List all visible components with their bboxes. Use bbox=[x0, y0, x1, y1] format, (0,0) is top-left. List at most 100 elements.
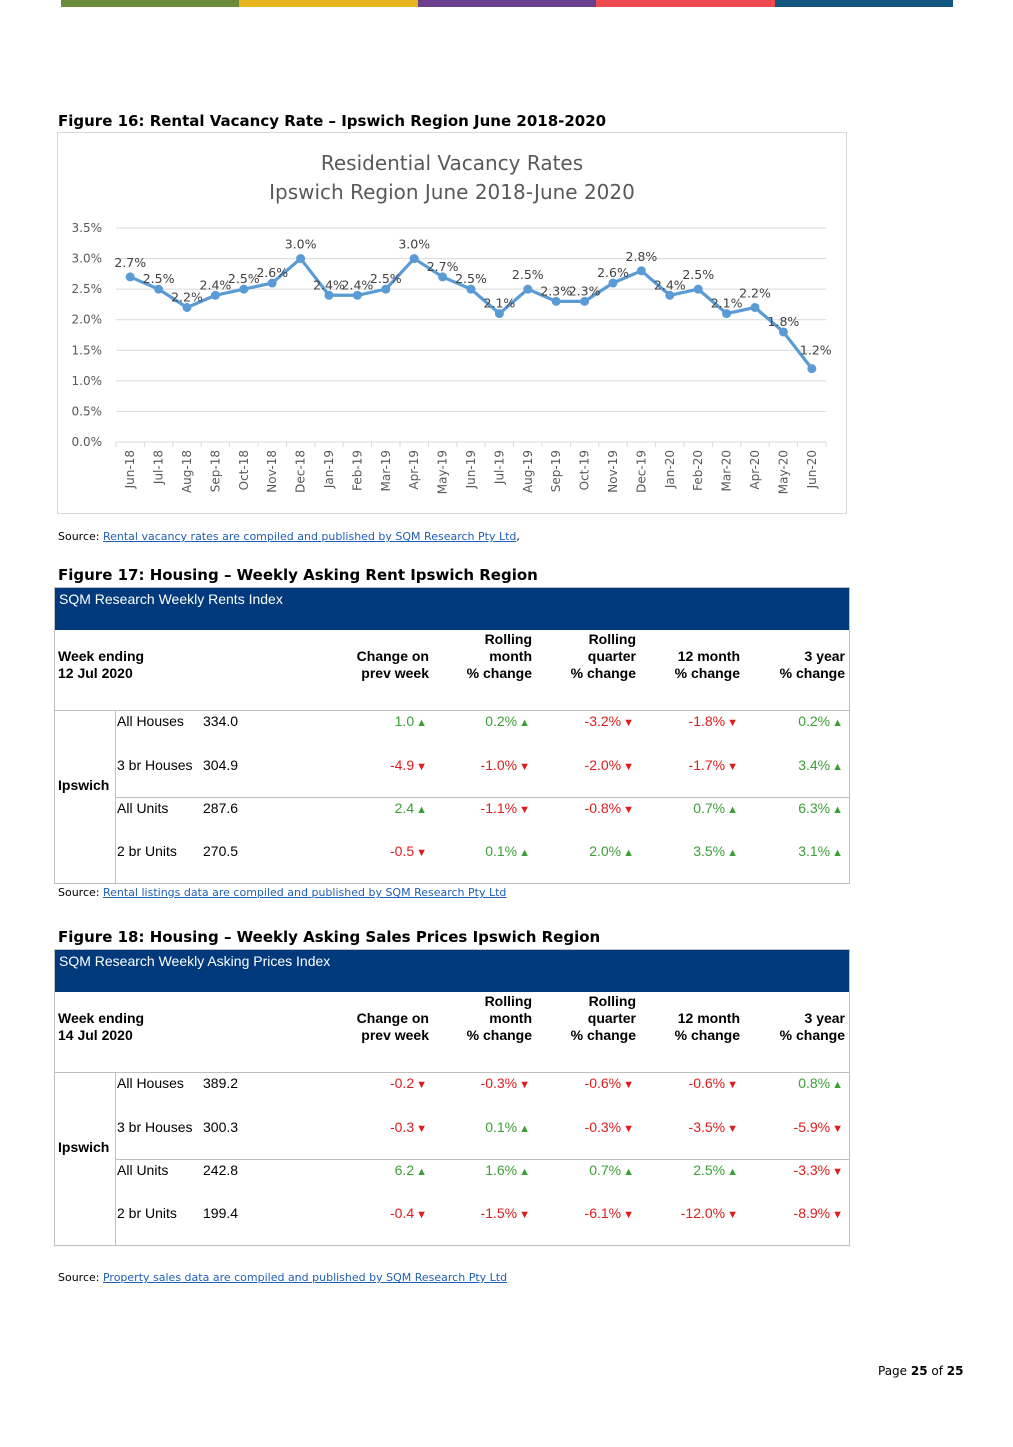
data-point bbox=[608, 278, 618, 288]
up-triangle-icon: ▲ bbox=[727, 1166, 738, 1178]
change-value: -8.9% bbox=[793, 1205, 831, 1221]
x-tick-label: Sep-19 bbox=[549, 450, 563, 492]
data-point bbox=[494, 309, 504, 319]
source-prefix: Source: bbox=[58, 1271, 103, 1284]
change-cell: -3.2% ▼ bbox=[585, 713, 634, 729]
column-header: 12 month% change bbox=[675, 648, 740, 682]
change-cell: 1.0 ▲ bbox=[395, 713, 427, 729]
up-triangle-icon: ▲ bbox=[832, 1079, 843, 1091]
change-cell: -0.6% ▼ bbox=[689, 1075, 738, 1091]
data-label: 3.0% bbox=[285, 237, 317, 252]
data-label: 2.6% bbox=[597, 265, 629, 280]
column-header-line: Rolling bbox=[484, 631, 532, 647]
down-triangle-icon: ▼ bbox=[416, 1123, 427, 1135]
page-current: 25 bbox=[910, 1364, 928, 1378]
change-cell: -0.3% ▼ bbox=[585, 1119, 634, 1135]
change-value: 1.6% bbox=[485, 1162, 518, 1178]
change-cell: 0.7% ▲ bbox=[589, 1162, 634, 1178]
down-triangle-icon: ▼ bbox=[519, 761, 530, 773]
change-cell: -1.0% ▼ bbox=[481, 757, 530, 773]
change-value: -4.9 bbox=[389, 757, 415, 773]
data-label: 2.6% bbox=[256, 265, 288, 280]
figure18-source-link[interactable]: Property sales data are compiled and pub… bbox=[102, 1271, 508, 1284]
table-body: Ipswich All Houses 334.0 1.0 ▲ 0.2% ▲ -3.2% ▼ -1.… bbox=[55, 711, 849, 883]
change-value: -3.2% bbox=[584, 713, 622, 729]
change-value: -1.0% bbox=[480, 757, 518, 773]
x-tick-label: Jul-18 bbox=[152, 450, 166, 485]
data-label: 2.3% bbox=[569, 283, 601, 298]
data-label: 2.4% bbox=[654, 277, 686, 292]
data-point bbox=[523, 284, 533, 294]
figure17-source-link[interactable]: Rental listings data are compiled and pu… bbox=[102, 886, 507, 899]
row-name: 3 br Houses bbox=[117, 757, 193, 773]
change-value: 3.4% bbox=[798, 757, 831, 773]
data-point bbox=[154, 284, 164, 294]
change-value: 6.3% bbox=[798, 800, 831, 816]
change-value: 2.0% bbox=[589, 843, 622, 859]
data-point bbox=[381, 284, 391, 294]
x-tick-label: Jun-18 bbox=[123, 450, 137, 489]
color-segment bbox=[596, 0, 775, 7]
change-value: 6.2 bbox=[394, 1162, 415, 1178]
row-name: All Units bbox=[117, 800, 169, 816]
y-tick-label: 3.5% bbox=[72, 221, 103, 235]
column-header-line: % change bbox=[570, 665, 636, 681]
x-tick-label: Mar-19 bbox=[379, 450, 393, 491]
data-label: 2.5% bbox=[512, 267, 544, 282]
source-suffix: , bbox=[516, 530, 520, 543]
change-cell: -3.5% ▼ bbox=[689, 1119, 738, 1135]
table-title: SQM Research Weekly Asking Prices Index bbox=[55, 950, 849, 992]
row-name: All Houses bbox=[117, 1075, 184, 1091]
chart-title: Residential Vacancy Rates bbox=[321, 151, 583, 175]
down-triangle-icon: ▼ bbox=[623, 717, 634, 729]
change-cell: -2.0% ▼ bbox=[585, 757, 634, 773]
row-name: 2 br Units bbox=[117, 1205, 177, 1221]
column-header: Rolling month% change bbox=[467, 993, 532, 1044]
figure16-caption: Figure 16: Rental Vacancy Rate – Ipswich… bbox=[58, 112, 607, 130]
figure16-source-link[interactable]: Rental vacancy rates are compiled and pu… bbox=[102, 530, 517, 543]
data-label: 2.4% bbox=[200, 277, 232, 292]
up-triangle-icon: ▲ bbox=[832, 761, 843, 773]
x-tick-label: Nov-19 bbox=[606, 450, 620, 493]
column-header-line: quarter bbox=[587, 1010, 636, 1026]
x-tick-label: Jan-20 bbox=[663, 450, 677, 489]
change-value: -12.0% bbox=[680, 1205, 726, 1221]
change-cell: 0.1% ▲ bbox=[485, 843, 530, 859]
column-header-line: 3 year bbox=[804, 648, 845, 664]
row-index-value: 304.9 bbox=[203, 757, 239, 773]
color-segment bbox=[774, 0, 954, 7]
data-point bbox=[210, 290, 220, 300]
data-label: 1.8% bbox=[768, 314, 800, 329]
table-column-headers: Week ending 12 Jul 2020 Change on prev week… bbox=[55, 630, 849, 711]
change-value: 2.5% bbox=[693, 1162, 726, 1178]
row-index-value: 199.4 bbox=[203, 1205, 239, 1221]
y-tick-label: 2.5% bbox=[72, 282, 103, 296]
row-index-value: 287.6 bbox=[203, 800, 239, 816]
data-label: 2.5% bbox=[682, 267, 714, 282]
week-ending-label: Week ending 12 Jul 2020 bbox=[58, 648, 144, 682]
data-label: 3.0% bbox=[398, 237, 430, 252]
change-cell: -0.8% ▼ bbox=[585, 800, 634, 816]
x-tick-label: Oct-19 bbox=[578, 450, 592, 490]
data-point bbox=[636, 266, 646, 276]
up-triangle-icon: ▲ bbox=[519, 1123, 530, 1135]
y-tick-label: 1.5% bbox=[72, 343, 103, 357]
change-cell: -4.9 ▼ bbox=[390, 757, 427, 773]
down-triangle-icon: ▼ bbox=[623, 1209, 634, 1221]
change-cell: 2.5% ▲ bbox=[693, 1162, 738, 1178]
column-header-line: Change on bbox=[356, 648, 429, 664]
table-row: 2 br Units 270.5 -0.5 ▼ 0.1% ▲ 2.0% ▲ 3.5% ▲ 3.1% ▲ bbox=[115, 843, 849, 863]
down-triangle-icon: ▼ bbox=[519, 1209, 530, 1221]
up-triangle-icon: ▲ bbox=[727, 847, 738, 859]
up-triangle-icon: ▲ bbox=[832, 717, 843, 729]
data-point bbox=[807, 364, 817, 374]
data-point bbox=[551, 296, 561, 306]
column-header: Rolling quarter% change bbox=[571, 631, 636, 682]
column-header: Rolling month% change bbox=[467, 631, 532, 682]
change-cell: -0.5 ▼ bbox=[390, 843, 427, 859]
week-ending-line1: Week ending bbox=[58, 648, 145, 664]
table-row: 3 br Houses 300.3 -0.3 ▼ 0.1% ▲ -0.3% ▼ -3.5% ▼ -5… bbox=[115, 1119, 849, 1139]
change-cell: -1.5% ▼ bbox=[481, 1205, 530, 1221]
column-header: Change on prev week bbox=[357, 1010, 429, 1044]
row-divider bbox=[115, 797, 849, 798]
